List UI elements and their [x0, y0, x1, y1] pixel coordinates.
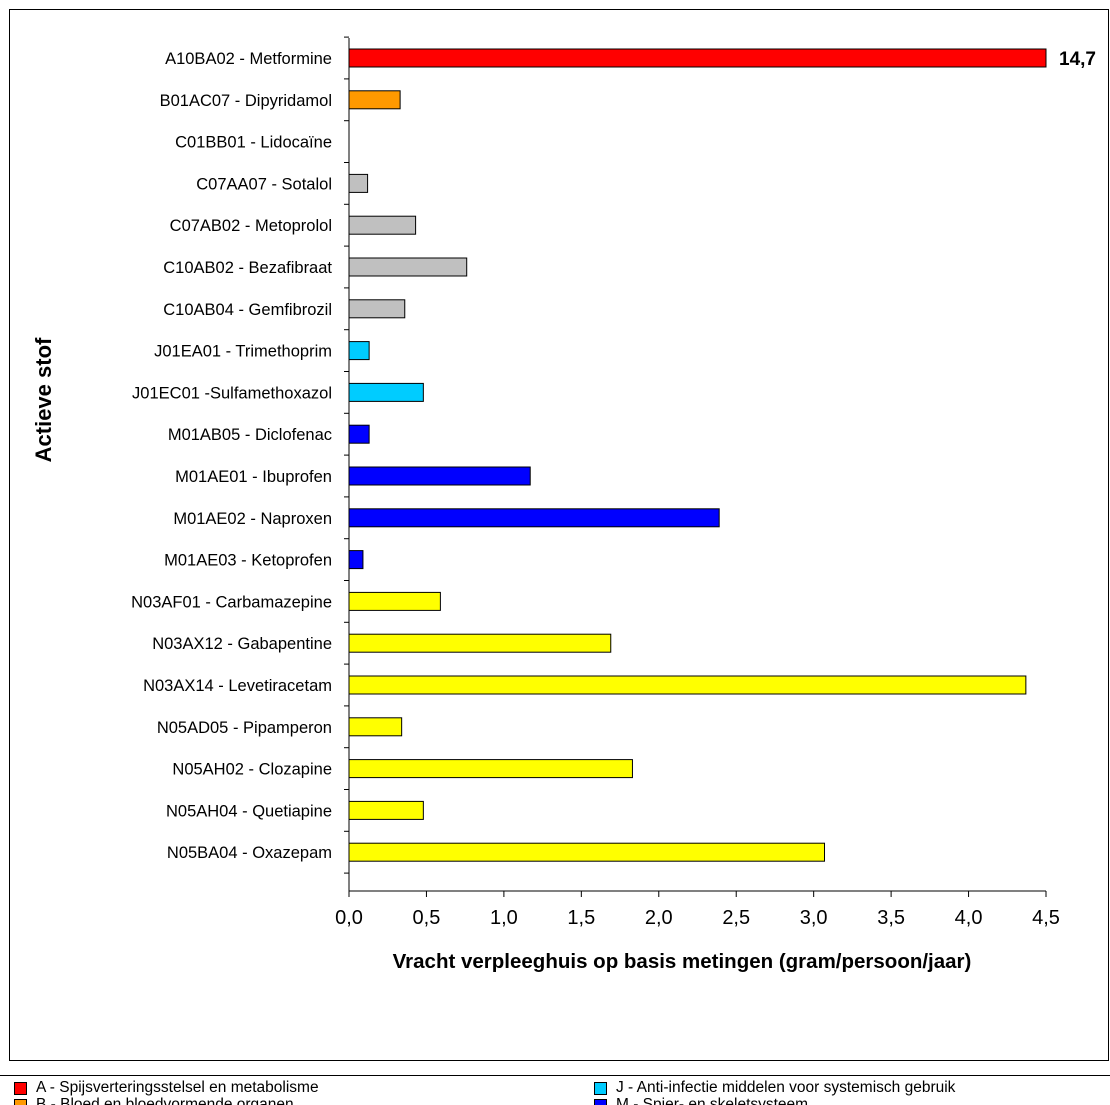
x-tick-label: 3,0 [800, 907, 828, 929]
x-tick-label: 0,5 [413, 907, 441, 929]
category-label: J01EA01 - Trimethoprim [154, 343, 332, 361]
x-axis-title: Vracht verpleeghuis op basis metingen (g… [393, 950, 972, 973]
category-label: N05AH02 - Clozapine [172, 761, 332, 779]
category-label: J01EC01 -Sulfamethoxazol [132, 384, 332, 402]
legend-swatch [14, 1099, 27, 1105]
x-tick-label: 1,0 [490, 907, 518, 929]
bar [349, 843, 825, 861]
category-label: M01AE03 - Ketoprofen [164, 552, 332, 570]
bar [349, 676, 1026, 694]
category-label: N03AX12 - Gabapentine [152, 635, 332, 653]
bar [349, 718, 402, 736]
bar [349, 174, 368, 192]
data-label: 14,7 [1059, 49, 1096, 70]
legend-item: J - Anti-infectie middelen voor systemis… [594, 1079, 955, 1097]
bar [349, 342, 369, 360]
legend-item: A - Spijsverteringsstelsel en metabolism… [14, 1079, 319, 1097]
category-label: C10AB04 - Gemfibrozil [163, 301, 332, 319]
category-label: M01AB05 - Diclofenac [168, 426, 332, 444]
legend-swatch [594, 1082, 607, 1095]
x-tick-label: 0,0 [335, 907, 363, 929]
bar [349, 91, 400, 109]
category-label: A10BA02 - Metformine [165, 50, 332, 68]
legend: A - Spijsverteringsstelsel en metabolism… [0, 1075, 1110, 1105]
x-tick-label: 4,0 [955, 907, 983, 929]
category-label: B01AC07 - Dipyridamol [160, 92, 332, 110]
bar [349, 634, 611, 652]
category-label: M01AE02 - Naproxen [173, 510, 332, 528]
bar [349, 216, 416, 234]
x-tick-label: 4,5 [1032, 907, 1060, 929]
x-tick-label: 3,5 [877, 907, 905, 929]
bar [349, 49, 1046, 67]
bar [349, 300, 405, 318]
legend-swatch [594, 1099, 607, 1105]
category-label: N03AX14 - Levetiracetam [143, 677, 332, 695]
legend-label: A - Spijsverteringsstelsel en metabolism… [36, 1079, 319, 1097]
y-axis-title: Actieve stof [31, 337, 56, 462]
bar [349, 801, 423, 819]
bar-chart: 0,0 0,5 1,0 1,5 2,0 2,5 3,0 3,5 4,0 4,5 A10BA02 -… [0, 0, 1110, 1070]
x-tick-label: 2,5 [722, 907, 750, 929]
x-tick-label: 1,5 [567, 907, 595, 929]
category-label: M01AE01 - Ibuprofen [175, 468, 332, 486]
bar [349, 425, 369, 443]
legend-swatch [14, 1082, 27, 1095]
bars-layer [349, 49, 1046, 861]
bar [349, 383, 423, 401]
bar [349, 467, 530, 485]
category-label: C01BB01 - Lidocaïne [175, 134, 332, 152]
legend-label: J - Anti-infectie middelen voor systemis… [616, 1079, 955, 1097]
category-label: C07AB02 - Metoprolol [170, 217, 332, 235]
category-label: C07AA07 - Sotalol [196, 175, 332, 193]
category-label: N05BA04 - Oxazepam [167, 844, 332, 862]
labels-layer: A10BA02 - Metformine 14,7 B01AC07 - Dipyri… [131, 49, 1096, 862]
bar [349, 509, 719, 527]
category-label: N03AF01 - Carbamazepine [131, 593, 332, 611]
category-label: N05AD05 - Pipamperon [157, 719, 332, 737]
bar [349, 258, 467, 276]
x-tick-label: 2,0 [645, 907, 673, 929]
bar [349, 760, 632, 778]
category-label: C10AB02 - Bezafibraat [163, 259, 332, 277]
bar [349, 551, 363, 569]
category-label: N05AH04 - Quetiapine [166, 802, 332, 820]
bar [349, 592, 440, 610]
